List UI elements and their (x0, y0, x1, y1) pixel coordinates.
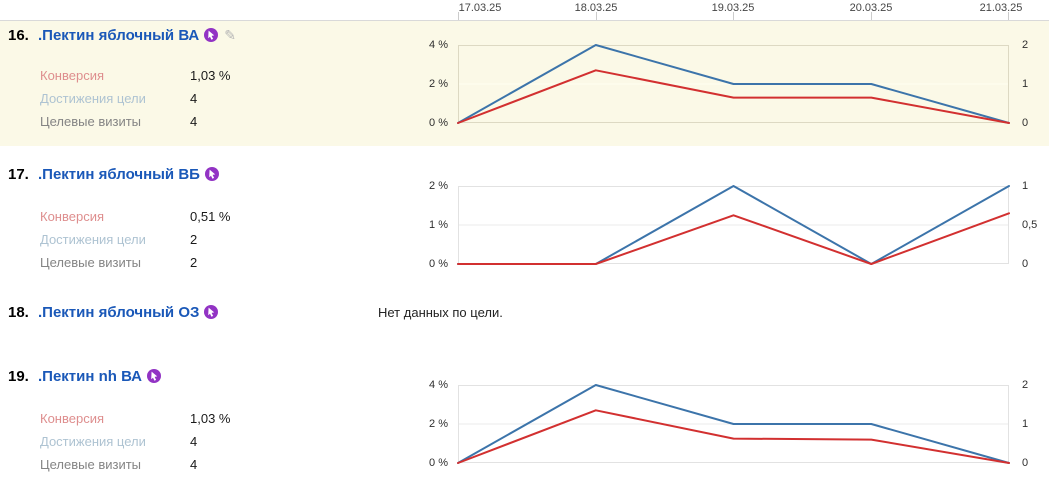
metric-goal-visits: Целевые визиты 2 (40, 255, 440, 270)
y-axis-right-tick: 0 (1022, 258, 1029, 270)
metric-value: 4 (190, 434, 198, 449)
chart-line-conversion (457, 409, 1010, 464)
metric-label: Конверсия (40, 209, 105, 224)
metric-label: Конверсия (40, 411, 105, 426)
goal-17-trend-chart[interactable] (457, 185, 1010, 265)
y-axis-left-tick: 1 % (429, 219, 448, 231)
metric-value: 1,03 % (190, 411, 231, 426)
date-tick-label: 17.03.25 (458, 2, 502, 14)
metric-conversion: Конверсия 1,03 % (40, 68, 440, 83)
y-axis-right-tick: 0 (1022, 117, 1029, 129)
goal-index: 19. (8, 368, 29, 385)
axis-tick-mark (1008, 12, 1009, 20)
goal-title-link[interactable]: .Пектин яблочный ОЗ (38, 304, 200, 321)
edit-goal-icon[interactable]: ✎ (224, 27, 236, 43)
metric-goal-reaches: Достижения цели 2 (40, 232, 440, 247)
goal-index: 16. (8, 27, 29, 44)
metric-label: Целевые визиты (40, 255, 142, 270)
metric-goal-reaches: Достижения цели 4 (40, 434, 440, 449)
y-axis-right-tick: 2 (1022, 379, 1029, 391)
goal-row-16-title: 16. .Пектин яблочный ВА ✎ (8, 27, 236, 46)
axis-tick-mark (596, 12, 597, 20)
y-axis-left-tick: 0 % (429, 457, 448, 469)
retargeting-icon (147, 369, 162, 387)
metric-goal-visits: Целевые визиты 4 (40, 114, 440, 129)
goal-title-link[interactable]: .Пектин яблочный ВА (38, 27, 200, 44)
chart-line-conversion (457, 212, 1010, 265)
goal-row-18-title: 18. .Пектин яблочный ОЗ (8, 304, 219, 323)
y-axis-left-tick: 0 % (429, 258, 448, 270)
metric-goal-reaches: Достижения цели 4 (40, 91, 440, 106)
metric-label: Достижения цели (40, 232, 146, 247)
y-axis-right-tick: 1 (1022, 180, 1029, 192)
y-axis-left-tick: 2 % (429, 78, 448, 90)
goal-index: 17. (8, 166, 29, 183)
axis-tick-mark (733, 12, 734, 20)
y-axis-left-tick: 0 % (429, 117, 448, 129)
y-axis-right-tick: 1 (1022, 418, 1029, 430)
date-tick-label: 19.03.25 (711, 2, 755, 14)
goal-row-17-title: 17. .Пектин яблочный ВБ (8, 166, 219, 185)
retargeting-icon (204, 305, 219, 323)
y-axis-left-tick: 4 % (429, 379, 448, 391)
metric-value: 1,03 % (190, 68, 231, 83)
y-axis-left-tick: 2 % (429, 180, 448, 192)
metric-label: Целевые визиты (40, 457, 142, 472)
date-tick-label: 21.03.25 (979, 2, 1023, 14)
metric-value: 4 (190, 114, 198, 129)
date-tick-label: 18.03.25 (574, 2, 618, 14)
metric-conversion: Конверсия 1,03 % (40, 411, 440, 426)
metric-value: 4 (190, 457, 198, 472)
axis-tick-mark (871, 12, 872, 20)
chart-line-goals (457, 384, 1010, 464)
metric-label: Целевые визиты (40, 114, 142, 129)
metric-label: Достижения цели (40, 91, 146, 106)
metric-goal-visits: Целевые визиты 4 (40, 457, 440, 472)
retargeting-icon (204, 167, 219, 185)
goal-index: 18. (8, 304, 29, 321)
axis-separator-line (0, 20, 1049, 21)
no-goal-data-message: Нет данных по цели. (378, 305, 503, 320)
metric-label: Достижения цели (40, 434, 146, 449)
y-axis-right-tick: 0 (1022, 457, 1029, 469)
y-axis-left-tick: 2 % (429, 418, 448, 430)
y-axis-right-tick: 1 (1022, 78, 1029, 90)
retargeting-icon (204, 28, 219, 46)
goal-title-link[interactable]: .Пектин nh ВА (38, 368, 143, 385)
metric-value: 2 (190, 255, 198, 270)
goal-row-19-title: 19. .Пектин nh ВА (8, 368, 162, 387)
metric-conversion: Конверсия 0,51 % (40, 209, 440, 224)
goal-title-link[interactable]: .Пектин яблочный ВБ (38, 166, 200, 183)
metric-value: 4 (190, 91, 198, 106)
chart-line-goals (457, 44, 1010, 124)
metric-value: 0,51 % (190, 209, 231, 224)
chart-line-conversion (457, 69, 1010, 124)
metric-value: 2 (190, 232, 198, 247)
metric-label: Конверсия (40, 68, 105, 83)
goal-16-trend-chart[interactable] (457, 44, 1010, 124)
y-axis-left-tick: 4 % (429, 39, 448, 51)
date-tick-label: 20.03.25 (849, 2, 893, 14)
goal-19-trend-chart[interactable] (457, 384, 1010, 464)
y-axis-right-tick: 0,5 (1022, 219, 1038, 231)
axis-tick-mark (458, 12, 459, 20)
y-axis-right-tick: 2 (1022, 39, 1029, 51)
